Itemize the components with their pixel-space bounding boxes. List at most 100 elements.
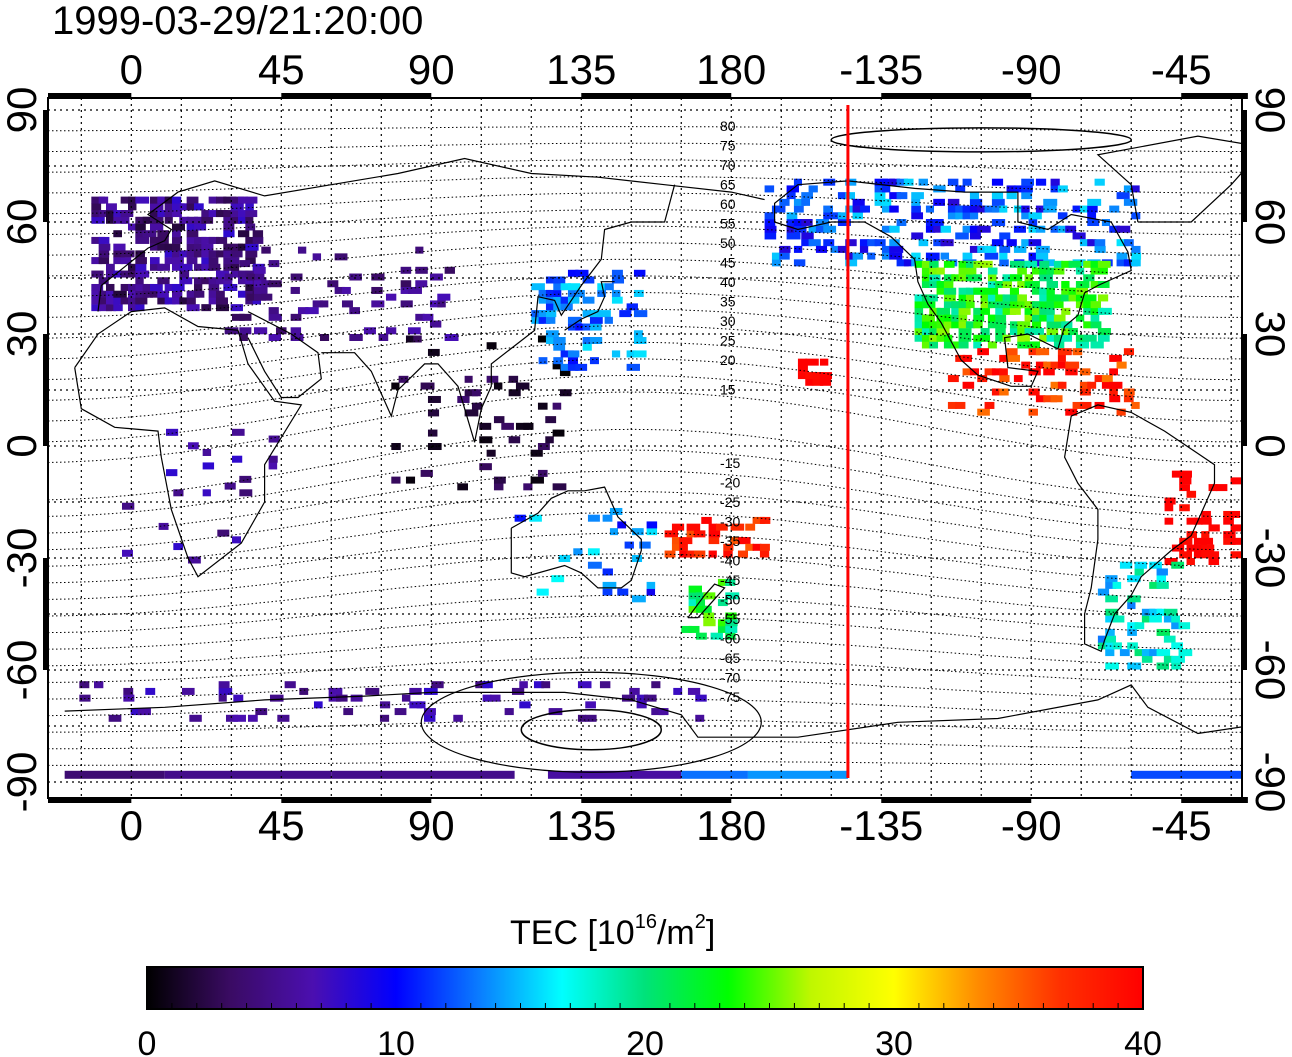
tec-data-cell [1230, 537, 1242, 545]
tec-data-cell [1057, 361, 1069, 369]
tec-data-cell [921, 341, 936, 349]
tec-data-cell [1116, 225, 1131, 233]
tec-data-cell [1075, 267, 1085, 275]
tec-data-cell [1149, 581, 1161, 589]
tec-data-cell [793, 245, 803, 253]
tec-data-cell [98, 304, 112, 312]
tec-data-cell [230, 203, 244, 211]
tec-data-cell [715, 523, 728, 531]
tec-data-cell [537, 402, 548, 410]
tec-data-cell [808, 239, 821, 247]
tec-data-cell [597, 289, 606, 297]
tec-data-cell [633, 310, 648, 318]
tec-data-cell [268, 313, 282, 321]
coastline [247, 311, 322, 399]
tec-data-cell [786, 232, 801, 240]
tec-data-cell [1053, 321, 1065, 329]
tec-data-cell [889, 205, 899, 213]
tec-data-cell [1083, 294, 1097, 302]
tec-data-cell [958, 267, 971, 275]
tec-data-cell [1164, 497, 1176, 505]
tec-data-cell [815, 225, 829, 233]
magnetic-latitude-contour [48, 242, 1242, 277]
tec-data-cell [1193, 537, 1204, 545]
tec-data-cell [1090, 321, 1102, 329]
tec-data-cell [230, 270, 242, 278]
tec-data-cell [1002, 294, 1013, 302]
tec-data-cell [1223, 531, 1236, 539]
tec-data-cell [231, 313, 245, 321]
tec-data-cell [889, 245, 904, 253]
tec-data-cell [193, 243, 204, 251]
tec-data-cell [1097, 260, 1111, 268]
tec-data-cell [577, 714, 587, 722]
tec-data-cell [874, 198, 885, 206]
tec-data-cell [1116, 408, 1126, 416]
magnetic-latitude-contour [48, 225, 1242, 256]
tec-data-cell [223, 223, 235, 231]
tec-data-cell [1134, 649, 1147, 657]
magnetic-latitude-contour [48, 449, 1242, 518]
tec-data-cell [867, 252, 876, 260]
tec-data-cell [695, 605, 708, 613]
tec-data-cell [991, 205, 1006, 213]
tec-data-cell [538, 316, 551, 324]
tec-data-cell [405, 476, 416, 484]
x-tick-label-bottom: -135 [839, 802, 923, 849]
tec-data-cell [208, 250, 220, 258]
tec-data-cell [1163, 615, 1178, 623]
contour-label: 25 [720, 333, 736, 349]
tec-data-cell [253, 266, 266, 274]
tec-data-cell [1105, 628, 1115, 636]
tec-data-cell [427, 443, 442, 451]
contour-label: 50 [720, 235, 736, 251]
tec-data-cell [164, 243, 175, 251]
tec-data-cell [135, 236, 150, 244]
magnetic-latitude-contour [48, 740, 1242, 750]
tec-data-cell [537, 335, 549, 343]
tec-data-cell [541, 681, 551, 689]
tec-data-cell [91, 290, 104, 298]
tec-data-cell [208, 283, 220, 291]
tec-data-cell [252, 230, 264, 238]
tec-data-cell [239, 334, 248, 341]
tec-data-cell [958, 328, 972, 336]
tec-data-cell [553, 289, 562, 297]
tec-data-cell [305, 307, 319, 315]
tec-data-cell [874, 192, 886, 200]
tec-data-cell [951, 341, 963, 349]
tec-data-cell [230, 250, 243, 258]
tec-data-cell [157, 210, 166, 218]
tec-data-cell [98, 297, 111, 305]
tec-data-cell [1068, 328, 1078, 336]
magnetic-latitude-contour [48, 275, 1242, 318]
contour-label: -40 [720, 553, 740, 569]
tec-data-cell [231, 428, 245, 436]
tec-data-cell [1079, 239, 1093, 247]
tec-data-cell [1127, 642, 1138, 650]
tec-data-cell [215, 270, 230, 278]
tec-data-cell [268, 307, 279, 315]
tec-data-cell [929, 280, 939, 288]
tec-data-cell [1109, 388, 1118, 396]
tec-data-cell [999, 375, 1010, 383]
tec-data-cell [230, 304, 243, 312]
tec-data-cell [587, 514, 600, 522]
tec-data-cell [179, 203, 192, 211]
tec-data-cell [1072, 232, 1086, 240]
tec-data-cell [929, 334, 943, 342]
tec-data-cell [142, 230, 157, 238]
tec-data-cell [1039, 274, 1053, 282]
tec-data-cell [955, 401, 966, 409]
tec-data-cell [149, 283, 163, 291]
tec-data-cell [708, 523, 717, 531]
tec-data-cell [823, 239, 835, 247]
tec-data-cell [515, 382, 530, 390]
tec-data-cell [646, 588, 656, 596]
south-magnetic-pole-contour [520, 708, 663, 751]
tec-data-cell [113, 216, 127, 224]
tec-data-cell [921, 260, 933, 268]
tec-data-cell [1028, 239, 1042, 247]
tec-data-cell [759, 550, 770, 558]
tec-data-cell [538, 289, 552, 297]
